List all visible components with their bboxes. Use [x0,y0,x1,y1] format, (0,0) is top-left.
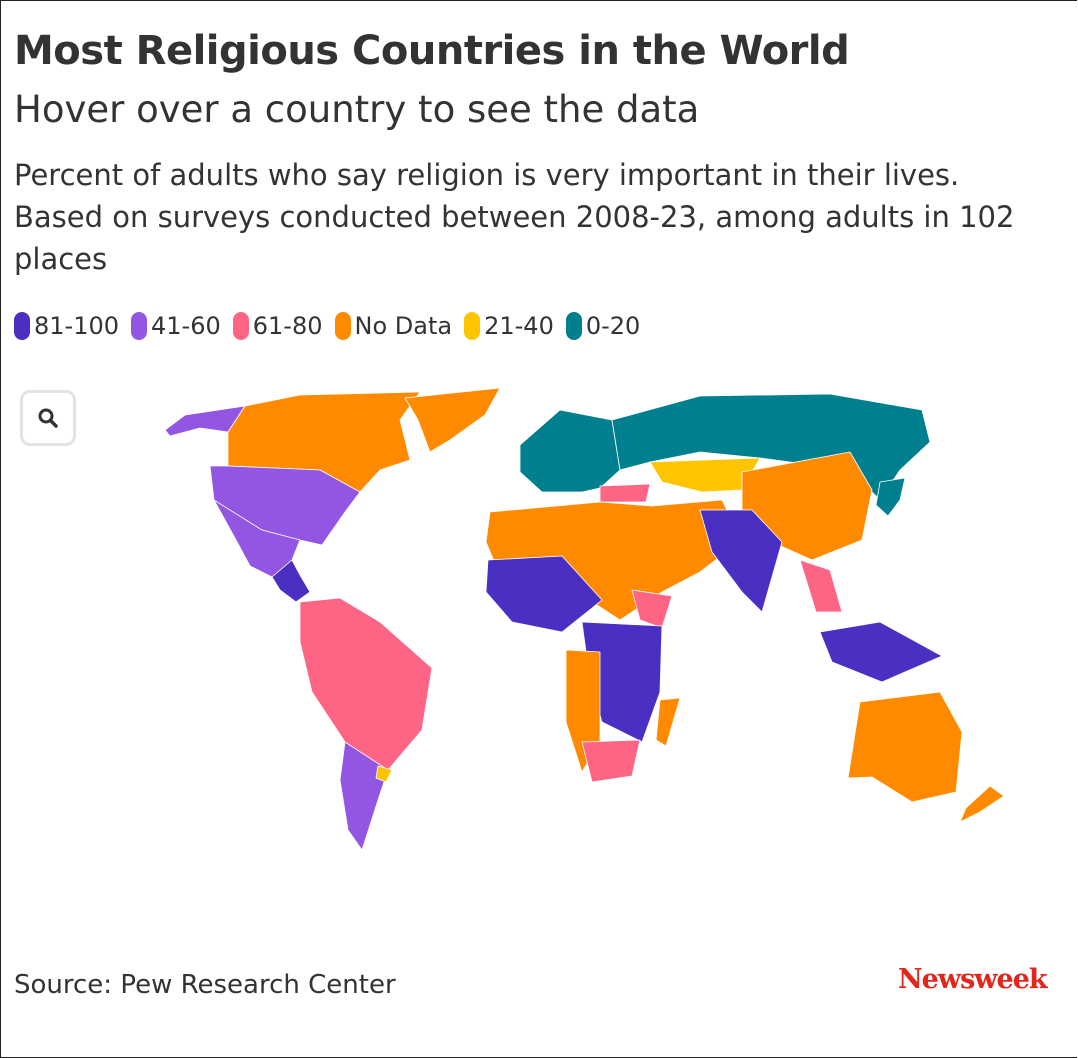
region-new-zealand[interactable]: New Zealand [959,785,1005,823]
world-map[interactable]: Alaska / United StatesCanadaGreenlandUni… [0,370,1078,870]
region-central-america[interactable]: Central America [271,559,311,603]
region-central-asia[interactable]: Central Asia [649,457,761,493]
region-ethiopia[interactable]: Ethiopia [631,589,673,629]
region-uruguay[interactable]: Uruguay [375,765,393,783]
region-west-africa[interactable]: West Africa [485,555,603,633]
legend-label: No Data [354,312,453,340]
legend-item-81-100[interactable]: 81-100 [14,312,119,340]
legend-swatch [14,312,30,340]
legend-item-21-40[interactable]: 21-40 [464,312,554,340]
legend-label: 21-40 [484,312,554,340]
legend-label: 81-100 [34,312,120,340]
subtitle: Hover over a country to see the data [14,88,700,131]
page-title: Most Religious Countries in the World [14,28,850,74]
legend-swatch [232,312,249,340]
region-indonesia[interactable]: Indonesia [819,621,943,683]
source-note: Source: Pew Research Center [14,970,396,1000]
legend-label: 61-80 [252,312,323,340]
legend-swatch [131,312,148,340]
legend-item-0-20[interactable]: 0-20 [565,312,641,340]
legend-swatch [464,312,481,340]
region-south-africa[interactable]: South Africa [581,739,641,783]
region-europe[interactable]: Europe [519,409,621,493]
legend-item-nodata[interactable]: No Data [334,312,453,340]
region-turkey[interactable]: Turkey [599,483,651,503]
region-japan[interactable]: Japan [875,477,906,517]
region-greenland[interactable]: Greenland [404,387,501,453]
legend-item-41-60[interactable]: 41-60 [131,312,221,340]
description: Percent of adults who say religion is ve… [14,158,1015,276]
region-southeast-asia[interactable]: Southeast Asia [799,559,843,613]
newsweek-logo: Newsweek [898,964,1048,995]
region-australia[interactable]: Australia [847,691,963,803]
legend-label: 0-20 [585,312,641,340]
region-india[interactable]: India [699,509,783,613]
region-brazil-and-northern-south-america[interactable]: Brazil and northern South America [299,597,433,771]
region-madagascar[interactable]: Madagascar [655,697,681,747]
search-icon [38,408,58,428]
legend-item-61-80[interactable]: 61-80 [232,312,323,340]
zoom-button[interactable] [20,390,76,446]
legend-swatch [334,312,351,340]
legend: 81-100 41-60 61-80 No Data 21-40 0-20 [14,312,640,340]
legend-swatch [565,312,582,340]
legend-label: 41-60 [151,312,221,340]
